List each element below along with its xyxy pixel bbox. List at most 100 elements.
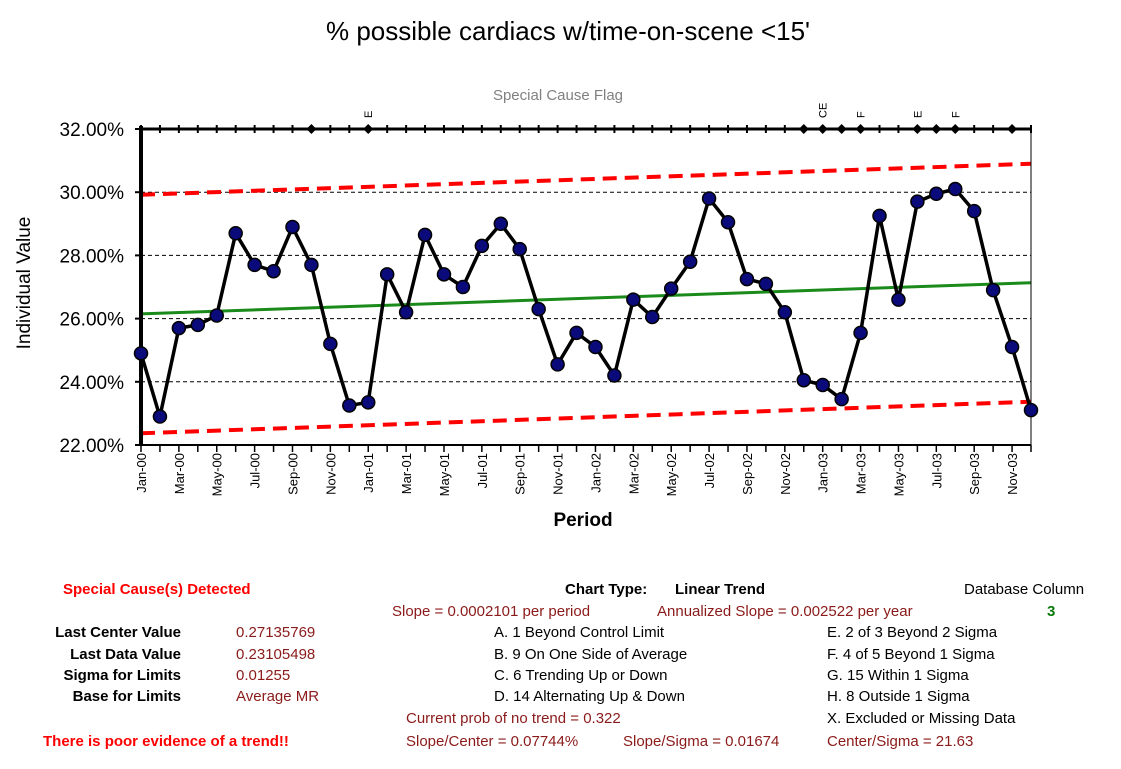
x-tick-label: Jan-01 xyxy=(361,453,376,493)
x-tick-label: Jan-00 xyxy=(134,453,149,493)
x-tick-label: Sep-03 xyxy=(967,453,982,495)
data-point xyxy=(323,336,338,352)
data-point xyxy=(304,257,319,273)
data-point xyxy=(133,346,149,361)
y-tick-label: 32.00% xyxy=(60,120,125,141)
x-tick-label: Jan-02 xyxy=(588,453,603,493)
x-tick-label: Mar-02 xyxy=(626,453,641,494)
stat-value: Average MR xyxy=(236,688,320,705)
data-point xyxy=(569,325,584,341)
rule-item: X. Excluded or Missing Data xyxy=(827,710,1016,727)
data-point xyxy=(739,271,755,287)
rule-item: E. 2 of 3 Beyond 2 Sigma xyxy=(827,624,998,641)
y-tick-label: 22.00% xyxy=(60,436,125,457)
flag-letter: F xyxy=(856,111,868,118)
upper-control-limit xyxy=(140,161,1032,197)
x-tick-label: Sep-02 xyxy=(740,453,755,495)
data-point xyxy=(398,305,414,320)
center-trend-line xyxy=(140,281,1032,316)
lower-control-limit xyxy=(140,399,1032,436)
x-tick-label: May-01 xyxy=(437,453,452,496)
slope-center-ratio: Slope/Center = 0.07744% xyxy=(406,733,579,750)
rule-item: H. 8 Outside 1 Sigma xyxy=(827,688,970,705)
flag-letter: F xyxy=(950,111,962,118)
slope-sigma-ratio: Slope/Sigma = 0.01674 xyxy=(623,733,780,750)
data-point xyxy=(815,377,830,393)
data-point xyxy=(720,214,736,230)
data-point xyxy=(285,219,300,235)
flag-diamond-marker xyxy=(950,124,961,134)
data-series xyxy=(133,181,1039,424)
data-point xyxy=(209,308,224,323)
data-point xyxy=(607,368,622,383)
x-tick-label: Jul-02 xyxy=(702,453,717,488)
data-point xyxy=(645,309,660,325)
data-point xyxy=(417,227,433,243)
rule-item: A. 1 Beyond Control Limit xyxy=(494,624,665,641)
x-tick-label: Sep-01 xyxy=(513,453,528,495)
trend-evidence-note: There is poor evidence of a trend!! xyxy=(43,733,289,750)
database-column-value: 3 xyxy=(1047,603,1056,620)
flag-diamond-marker xyxy=(817,124,828,134)
stat-value: 0.23105498 xyxy=(236,646,316,663)
y-tick-label: 28.00% xyxy=(60,246,125,267)
data-point xyxy=(663,281,679,296)
data-point xyxy=(474,238,490,254)
data-point xyxy=(493,216,509,232)
data-point xyxy=(342,398,357,413)
stat-label: Base for Limits xyxy=(72,688,181,705)
data-point xyxy=(872,208,887,224)
flag-letter: E xyxy=(912,111,924,118)
special-cause-flags: E CE F E F xyxy=(306,103,1018,134)
rule-item: D. 14 Alternating Up & Down xyxy=(494,688,685,705)
flag-diamond-marker xyxy=(836,124,847,134)
stat-value: 0.27135769 xyxy=(236,624,316,641)
data-point xyxy=(701,191,717,206)
x-tick-label: Mar-00 xyxy=(172,453,187,494)
data-point xyxy=(379,267,395,282)
flag-diamond-marker xyxy=(1007,124,1018,134)
data-point xyxy=(796,372,812,388)
data-point xyxy=(531,301,546,317)
special-cause-flag-label: Special Cause Flag xyxy=(493,87,623,104)
x-tick-label: Nov-01 xyxy=(551,453,566,495)
data-point xyxy=(550,357,565,372)
axes xyxy=(135,125,1032,452)
x-tick-label: Jul-01 xyxy=(475,453,490,488)
x-tick-label: May-02 xyxy=(664,453,679,496)
flag-letter: E xyxy=(363,111,375,118)
x-tick-label: May-00 xyxy=(210,453,225,496)
x-axis-label: Period xyxy=(553,510,612,531)
stat-label: Last Data Value xyxy=(70,646,181,663)
data-point xyxy=(966,203,982,219)
data-point xyxy=(682,254,698,269)
chart-title: % possible cardiacs w/time-on-scene <15' xyxy=(326,16,810,46)
data-point xyxy=(1023,402,1039,418)
tick-labels: 22.00% 24.00% 26.00% 28.00% 30.00% 32.00% Jan-… xyxy=(60,120,1021,496)
data-point xyxy=(929,186,944,202)
y-axis-label: Individual Value xyxy=(14,217,35,350)
stat-value: 0.01255 xyxy=(236,667,291,684)
data-point xyxy=(455,279,471,295)
data-point xyxy=(171,320,187,336)
data-point xyxy=(985,282,1001,298)
stat-label: Sigma for Limits xyxy=(63,667,181,684)
rule-item: F. 4 of 5 Beyond 1 Sigma xyxy=(827,646,995,663)
rule-item: G. 15 Within 1 Sigma xyxy=(827,667,969,684)
chart-type-value: Linear Trend xyxy=(675,581,766,598)
data-point xyxy=(247,257,262,273)
chart-type-label: Chart Type: xyxy=(565,581,648,598)
data-point xyxy=(891,292,906,307)
database-column-label: Database Column xyxy=(964,581,1085,598)
data-point xyxy=(190,317,206,333)
x-tick-label: Jan-03 xyxy=(816,453,831,493)
y-tick-label: 26.00% xyxy=(60,310,125,331)
data-point xyxy=(834,391,849,407)
data-point xyxy=(777,305,793,320)
flag-diamond-marker xyxy=(798,124,809,134)
data-point xyxy=(853,325,868,341)
data-point xyxy=(758,276,774,292)
x-tick-label: May-03 xyxy=(891,453,906,496)
annualized-slope-text: Annualized Slope = 0.002522 per year xyxy=(657,603,913,620)
data-point xyxy=(436,267,452,282)
